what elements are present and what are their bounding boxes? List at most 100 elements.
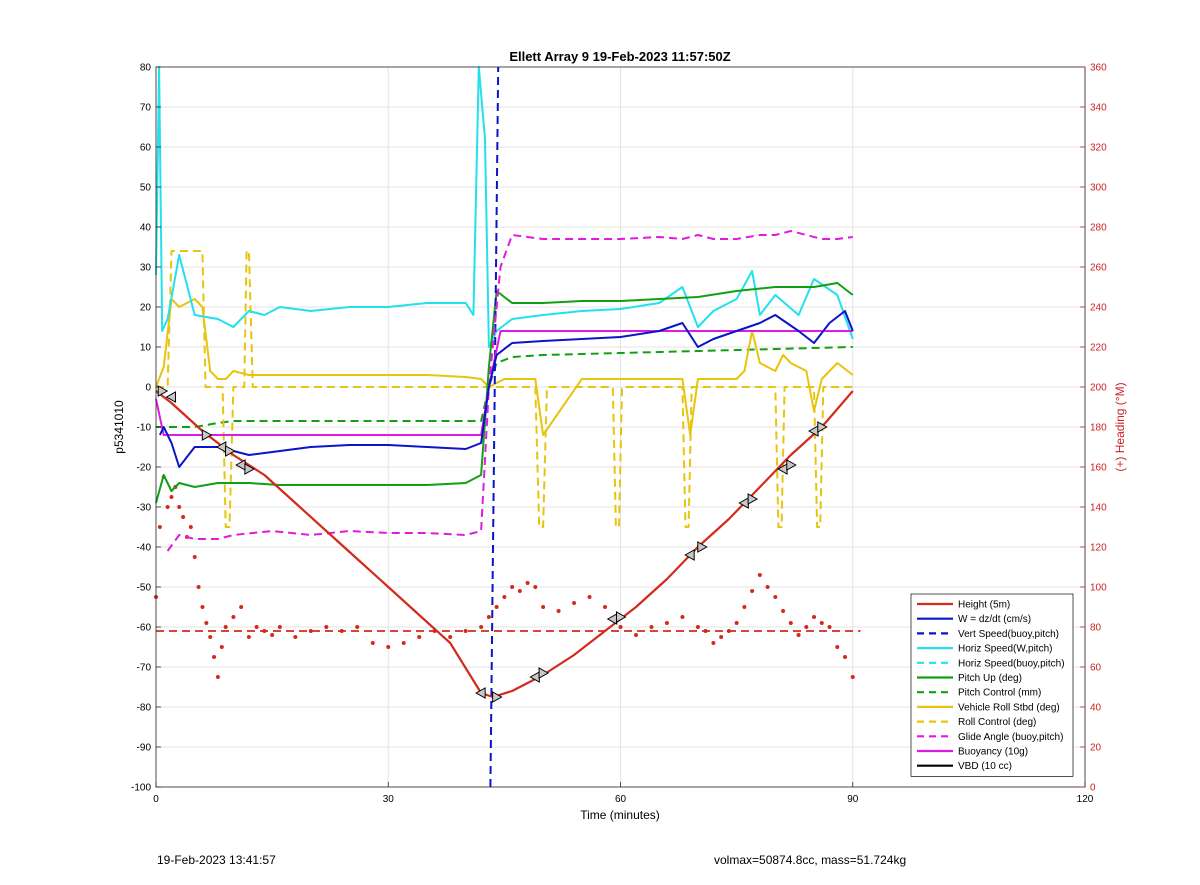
heading-point bbox=[324, 625, 329, 629]
heading-point bbox=[486, 615, 491, 619]
height-marker bbox=[786, 459, 797, 471]
marker-layer bbox=[157, 385, 828, 703]
legend-label: Height (5m) bbox=[958, 600, 1010, 611]
heading-point bbox=[308, 629, 313, 633]
tick-label-right: 180 bbox=[1090, 423, 1107, 434]
heading-point bbox=[181, 515, 186, 519]
tick-label-right: 120 bbox=[1090, 543, 1107, 554]
tick-label-left: 10 bbox=[140, 343, 152, 354]
heading-point bbox=[525, 581, 530, 585]
heading-point bbox=[680, 615, 685, 619]
heading-point bbox=[208, 635, 213, 639]
footer-timestamp: 19-Feb-2023 13:41:57 bbox=[157, 853, 276, 867]
heading-point bbox=[572, 601, 577, 605]
heading-point bbox=[417, 635, 422, 639]
tick-label-left: 30 bbox=[140, 263, 152, 274]
heading-point bbox=[254, 625, 259, 629]
heading-point bbox=[757, 573, 762, 577]
height-marker bbox=[817, 421, 828, 433]
heading-point bbox=[765, 585, 770, 589]
tick-label-left: -90 bbox=[137, 743, 152, 754]
tick-label-left: 40 bbox=[140, 223, 152, 234]
tick-label-right: 280 bbox=[1090, 223, 1107, 234]
tick-label-right: 360 bbox=[1090, 63, 1107, 74]
height-marker bbox=[165, 391, 176, 403]
legend-label: Horiz Speed(W,pitch) bbox=[958, 644, 1052, 655]
legend-box bbox=[910, 593, 1074, 777]
heading-point bbox=[556, 609, 561, 613]
height-marker bbox=[538, 667, 550, 679]
tick-label-right: 100 bbox=[1090, 583, 1107, 594]
heading-point bbox=[165, 505, 170, 509]
tick-label-left: 0 bbox=[145, 383, 151, 394]
heading-point bbox=[843, 655, 848, 659]
y-axis-label-right: (+) Heading (°M) bbox=[1113, 382, 1127, 471]
legend-label: VBD (10 cc) bbox=[958, 761, 1012, 772]
heading-point bbox=[517, 589, 522, 593]
height-marker bbox=[244, 463, 255, 475]
tick-label-left: -80 bbox=[137, 703, 152, 714]
legend-label: Pitch Up (deg) bbox=[958, 673, 1022, 684]
tick-label-left: -10 bbox=[137, 423, 152, 434]
heading-point bbox=[541, 605, 546, 609]
heading-point bbox=[804, 625, 809, 629]
heading-point bbox=[479, 625, 484, 629]
heading-point bbox=[781, 609, 786, 613]
height-marker bbox=[697, 541, 708, 553]
series-line bbox=[155, 282, 854, 504]
tick-label-right: 200 bbox=[1090, 383, 1107, 394]
heading-point bbox=[742, 605, 747, 609]
tick-label-right: 40 bbox=[1090, 703, 1102, 714]
heading-point bbox=[850, 675, 855, 679]
tick-label-x: 120 bbox=[1077, 794, 1094, 805]
heading-point bbox=[401, 641, 406, 645]
heading-point bbox=[270, 633, 275, 637]
tick-label-right: 80 bbox=[1090, 623, 1102, 634]
heading-point bbox=[386, 645, 391, 649]
heading-point bbox=[494, 605, 499, 609]
heading-point bbox=[835, 645, 840, 649]
tick-label-left: 80 bbox=[140, 63, 152, 74]
heading-point bbox=[788, 621, 793, 625]
legend-label: Vehicle Roll Stbd (deg) bbox=[958, 702, 1060, 713]
height-marker bbox=[492, 691, 503, 703]
tick-label-right: 160 bbox=[1090, 463, 1107, 474]
tick-label-left: -20 bbox=[137, 463, 152, 474]
height-marker bbox=[225, 445, 236, 457]
heading-point bbox=[664, 621, 669, 625]
heading-point bbox=[695, 625, 700, 629]
heading-point bbox=[223, 625, 228, 629]
tick-label-right: 240 bbox=[1090, 303, 1107, 314]
legend-label: Vert Speed(buoy,pitch) bbox=[958, 629, 1059, 640]
heading-point bbox=[649, 625, 654, 629]
heading-point bbox=[796, 633, 801, 637]
heading-point bbox=[215, 675, 220, 679]
tick-label-left: -100 bbox=[131, 783, 151, 794]
heading-point bbox=[502, 595, 507, 599]
legend-label: Pitch Control (mm) bbox=[958, 688, 1041, 699]
tick-label-left: -50 bbox=[137, 583, 152, 594]
tick-label-right: 300 bbox=[1090, 183, 1107, 194]
x-axis-label: Time (minutes) bbox=[580, 808, 660, 822]
heading-point bbox=[719, 635, 724, 639]
series-line bbox=[155, 298, 854, 436]
height-marker bbox=[747, 493, 759, 505]
height-marker bbox=[157, 385, 169, 397]
heading-point bbox=[212, 655, 217, 659]
series-line bbox=[156, 250, 853, 528]
legend-label: W = dz/dt (cm/s) bbox=[958, 614, 1031, 625]
heading-point bbox=[533, 585, 538, 589]
tick-label-right: 0 bbox=[1090, 783, 1096, 794]
tick-label-left: -60 bbox=[137, 623, 152, 634]
heading-point bbox=[773, 595, 778, 599]
heading-point bbox=[618, 625, 623, 629]
heading-point bbox=[192, 555, 197, 559]
heading-point bbox=[750, 589, 755, 593]
tick-label-right: 20 bbox=[1090, 743, 1102, 754]
tick-label-left: -40 bbox=[137, 543, 152, 554]
tick-label-x: 60 bbox=[615, 794, 627, 805]
legend-label: Horiz Speed(buoy,pitch) bbox=[958, 658, 1065, 669]
heading-point bbox=[819, 621, 824, 625]
heading-point bbox=[200, 605, 205, 609]
